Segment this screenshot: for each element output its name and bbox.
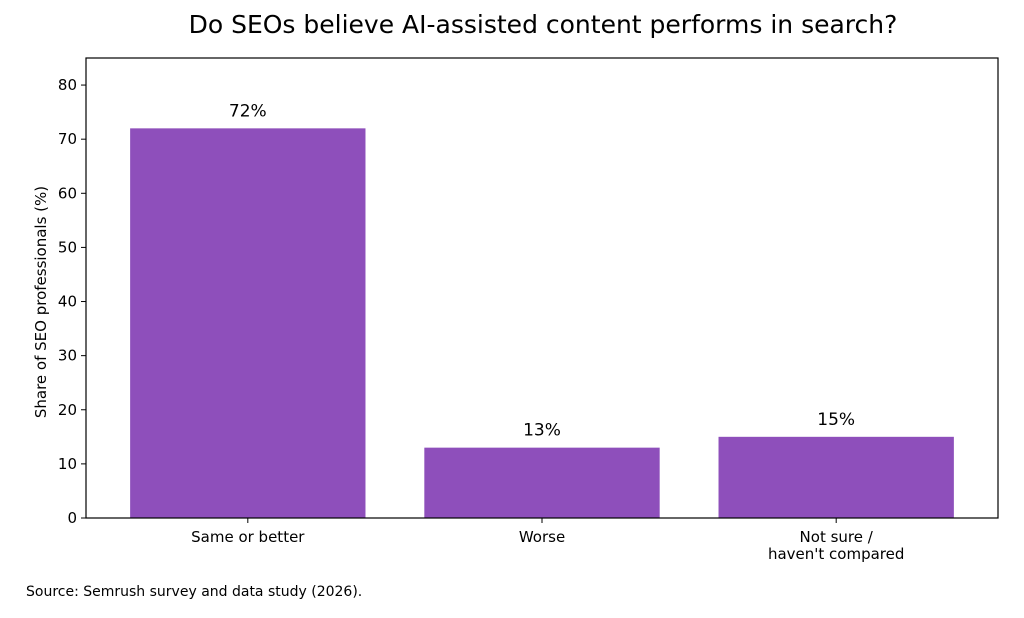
y-tick-label: 60 <box>58 184 77 202</box>
bar-2 <box>718 436 954 518</box>
y-tick-label: 40 <box>58 293 77 311</box>
x-tick-label-line: Same or better <box>191 528 305 546</box>
y-axis-label: Share of SEO professionals (%) <box>32 186 50 418</box>
plot-frame <box>85 57 999 519</box>
bar-value-label: 13% <box>523 421 561 441</box>
bar-0 <box>130 128 366 518</box>
x-tick-label: Not sure / haven't compared <box>768 528 904 563</box>
plot-area: 72% Same or better 13% Worse 15% Not sure / ha… <box>58 57 999 563</box>
y-tick-label: 70 <box>58 130 77 148</box>
x-tick-label-line: Worse <box>519 528 565 546</box>
x-tick-label: Same or better <box>191 528 305 546</box>
y-tick-label: 0 <box>67 509 77 527</box>
y-tick-label: 30 <box>58 347 77 365</box>
y-tick-label: 10 <box>58 455 77 473</box>
y-tick-label: 80 <box>58 76 77 94</box>
bar-value-label: 72% <box>229 101 267 121</box>
bar-1 <box>424 447 660 518</box>
y-tick-label: 20 <box>58 401 77 419</box>
x-tick-label: Worse <box>519 528 565 546</box>
x-tick-label-line: Not sure / <box>800 528 874 546</box>
source-note: Source: Semrush survey and data study (2… <box>26 584 363 600</box>
bar-value-label: 15% <box>817 410 855 430</box>
x-tick-label-line: haven't compared <box>768 545 904 563</box>
y-tick-label: 50 <box>58 238 77 256</box>
chart-title: Do SEOs believe AI-assisted content perf… <box>189 10 898 39</box>
